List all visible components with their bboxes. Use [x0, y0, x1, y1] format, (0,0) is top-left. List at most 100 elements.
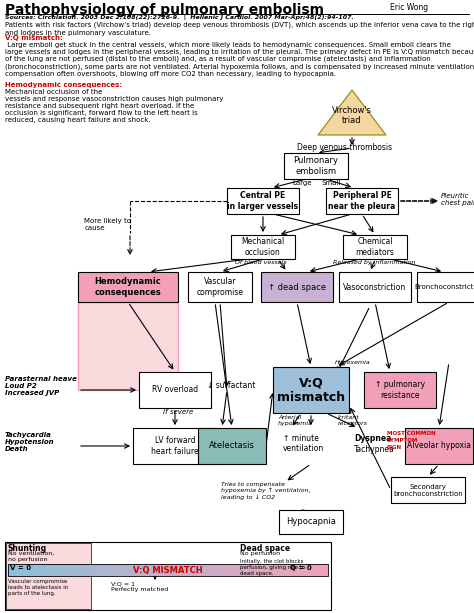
FancyBboxPatch shape: [104, 564, 110, 576]
FancyBboxPatch shape: [188, 272, 252, 302]
Text: Tachycardia
Hypotension
Death: Tachycardia Hypotension Death: [5, 432, 55, 452]
Text: Dyspnea: Dyspnea: [354, 434, 392, 443]
Text: RV overload: RV overload: [152, 386, 198, 395]
FancyBboxPatch shape: [307, 564, 312, 576]
Text: LV forward
heart failure: LV forward heart failure: [151, 436, 199, 455]
FancyBboxPatch shape: [13, 564, 19, 576]
FancyBboxPatch shape: [5, 542, 331, 610]
FancyBboxPatch shape: [227, 564, 233, 576]
FancyBboxPatch shape: [243, 564, 248, 576]
FancyBboxPatch shape: [312, 564, 318, 576]
Text: Vascular compromise
leads to atelectasis in
parts of the lung.: Vascular compromise leads to atelectasis…: [8, 579, 68, 596]
FancyBboxPatch shape: [77, 564, 83, 576]
Text: V = 0: V = 0: [10, 565, 31, 571]
Text: V:Q = 1
Perfectly matched: V:Q = 1 Perfectly matched: [111, 581, 169, 592]
Text: Parasternal heave
Loud P2
Increased JVP: Parasternal heave Loud P2 Increased JVP: [5, 376, 77, 396]
Text: MOST COMMON: MOST COMMON: [387, 431, 436, 436]
FancyBboxPatch shape: [189, 564, 195, 576]
Text: Central PE
in larger vessels: Central PE in larger vessels: [228, 191, 299, 211]
FancyBboxPatch shape: [405, 428, 473, 464]
FancyBboxPatch shape: [200, 564, 206, 576]
Text: ↑ minute
ventilation: ↑ minute ventilation: [283, 434, 324, 454]
FancyBboxPatch shape: [131, 564, 137, 576]
FancyBboxPatch shape: [141, 564, 147, 576]
FancyBboxPatch shape: [29, 564, 35, 576]
Text: Pathophysiology of pulmonary embolism: Pathophysiology of pulmonary embolism: [5, 3, 324, 17]
FancyBboxPatch shape: [24, 564, 30, 576]
FancyBboxPatch shape: [99, 564, 104, 576]
Text: ↑ dead space: ↑ dead space: [268, 283, 326, 292]
FancyBboxPatch shape: [285, 564, 291, 576]
FancyBboxPatch shape: [231, 235, 295, 259]
FancyBboxPatch shape: [317, 564, 323, 576]
FancyBboxPatch shape: [261, 272, 333, 302]
Text: Released by inflammation: Released by inflammation: [333, 260, 416, 265]
Text: More likely to
cause: More likely to cause: [84, 218, 131, 231]
FancyBboxPatch shape: [109, 564, 115, 576]
FancyBboxPatch shape: [273, 367, 349, 413]
Text: Shunting: Shunting: [8, 544, 47, 553]
Text: Peripheral PE
near the pleura: Peripheral PE near the pleura: [328, 191, 396, 211]
FancyBboxPatch shape: [173, 564, 179, 576]
FancyBboxPatch shape: [296, 564, 302, 576]
FancyBboxPatch shape: [72, 564, 78, 576]
Text: SIGN: SIGN: [387, 445, 402, 450]
FancyBboxPatch shape: [6, 543, 91, 609]
FancyBboxPatch shape: [120, 564, 126, 576]
FancyBboxPatch shape: [35, 564, 40, 576]
Text: Chemical
mediators: Chemical mediators: [356, 237, 394, 257]
Text: Hypoxemia: Hypoxemia: [335, 360, 371, 365]
FancyBboxPatch shape: [125, 564, 131, 576]
FancyBboxPatch shape: [216, 564, 222, 576]
Text: Tachypnea: Tachypnea: [354, 445, 395, 454]
Text: Secondary
bronchoconstriction: Secondary bronchoconstriction: [393, 484, 463, 497]
Polygon shape: [318, 90, 386, 135]
FancyBboxPatch shape: [8, 564, 14, 576]
FancyBboxPatch shape: [232, 564, 238, 576]
Text: Large emboli get stuck in the central vessels, which more likely leads to hemody: Large emboli get stuck in the central ve…: [5, 42, 474, 77]
Text: Of blood vessels: Of blood vessels: [235, 260, 287, 265]
FancyBboxPatch shape: [284, 153, 348, 179]
FancyBboxPatch shape: [301, 564, 307, 576]
Text: Irritant
receptors: Irritant receptors: [338, 415, 368, 426]
FancyBboxPatch shape: [78, 302, 178, 390]
FancyBboxPatch shape: [323, 564, 328, 576]
Text: Arterial
hypoxemia: Arterial hypoxemia: [278, 415, 313, 426]
FancyBboxPatch shape: [18, 564, 25, 576]
FancyBboxPatch shape: [168, 564, 174, 576]
FancyBboxPatch shape: [279, 510, 343, 534]
Text: Deep venous thrombosis: Deep venous thrombosis: [297, 143, 392, 152]
FancyBboxPatch shape: [46, 564, 51, 576]
FancyBboxPatch shape: [152, 564, 158, 576]
Text: V:Q mismatch:: V:Q mismatch:: [5, 35, 65, 41]
FancyBboxPatch shape: [280, 564, 286, 576]
FancyBboxPatch shape: [391, 477, 465, 503]
Text: Vascular
compromise: Vascular compromise: [197, 277, 244, 297]
Text: V:Q MISMATCH: V:Q MISMATCH: [133, 566, 203, 574]
Text: Eric Wong: Eric Wong: [390, 3, 428, 12]
FancyBboxPatch shape: [227, 188, 299, 214]
FancyBboxPatch shape: [163, 564, 168, 576]
FancyBboxPatch shape: [88, 564, 94, 576]
Text: ↓ surfactant: ↓ surfactant: [207, 381, 255, 390]
Text: Patients with risk factors (Virchow’s triad) develop deep venous thrombosis (DVT: Patients with risk factors (Virchow’s tr…: [5, 22, 474, 36]
FancyBboxPatch shape: [82, 564, 89, 576]
FancyBboxPatch shape: [253, 564, 259, 576]
FancyBboxPatch shape: [210, 564, 217, 576]
FancyBboxPatch shape: [291, 564, 297, 576]
FancyBboxPatch shape: [78, 272, 178, 302]
FancyBboxPatch shape: [115, 564, 120, 576]
Text: Mechanical
occlusion: Mechanical occlusion: [241, 237, 284, 257]
Text: Vasoconstriction: Vasoconstriction: [343, 283, 407, 292]
FancyBboxPatch shape: [274, 564, 281, 576]
Text: Large: Large: [292, 180, 311, 186]
FancyBboxPatch shape: [139, 372, 211, 408]
Text: If severe: If severe: [163, 409, 193, 415]
Text: Hemodynamic
consequences: Hemodynamic consequences: [95, 277, 161, 297]
FancyBboxPatch shape: [364, 372, 436, 408]
FancyBboxPatch shape: [146, 564, 153, 576]
FancyBboxPatch shape: [343, 235, 407, 259]
Text: Mechanical occlusion of the
vessels and response vasoconstriction causes high pu: Mechanical occlusion of the vessels and …: [5, 89, 223, 123]
Text: Q = 0: Q = 0: [290, 565, 312, 571]
FancyBboxPatch shape: [198, 428, 266, 464]
